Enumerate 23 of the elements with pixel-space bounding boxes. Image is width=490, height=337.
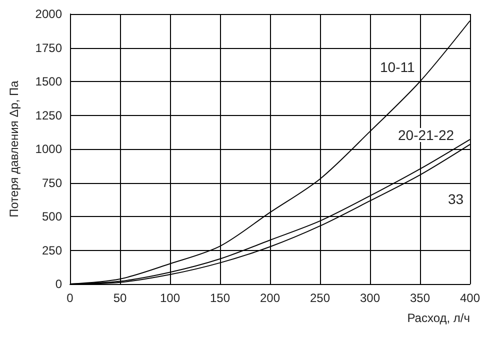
x-tick-label: 100 — [160, 291, 180, 305]
y-tick-label: 1250 — [35, 108, 62, 122]
y-tick-label: 500 — [42, 210, 62, 224]
annotation: 20-21-22 — [398, 127, 454, 143]
y-tick-label: 1750 — [35, 40, 62, 55]
y-tick-label: 2000 — [35, 7, 62, 21]
x-tick-label: 400 — [460, 291, 480, 305]
y-tick-label: 1000 — [35, 142, 62, 156]
x-tick-label: 200 — [260, 291, 280, 305]
y-tick-label: 750 — [42, 176, 62, 190]
x-tick-label: 300 — [360, 291, 380, 305]
x-axis-title: Расход, л/ч — [407, 311, 470, 325]
annotation: 33 — [448, 191, 464, 207]
y-tick-label: 0 — [55, 277, 62, 291]
y-tick-label: 1500 — [35, 74, 62, 88]
y-axis-title: Потеря давления Δp, Па — [7, 80, 21, 218]
x-tick-label: 150 — [210, 291, 230, 305]
annotation: 10-11 — [380, 59, 415, 75]
x-tick-label: 0 — [66, 291, 74, 305]
x-tick-label: 50 — [113, 291, 127, 305]
x-tick-label: 350 — [410, 291, 430, 305]
y-tick-label: 250 — [42, 243, 62, 258]
x-tick-label: 250 — [310, 291, 330, 305]
